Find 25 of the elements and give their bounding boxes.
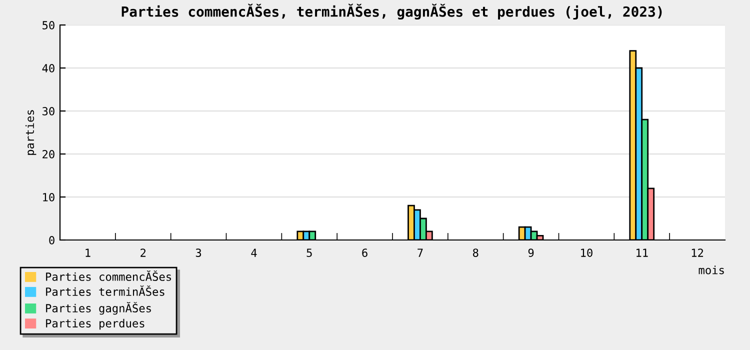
x-tick-label: 10 bbox=[581, 248, 592, 257]
y-tick-label: 20 bbox=[42, 150, 54, 158]
legend-label: Parties gagnĂŠes bbox=[46, 302, 151, 315]
x-tick-label: 2 bbox=[140, 248, 146, 257]
x-tick-label: 6 bbox=[362, 248, 368, 257]
x-tick-label: 12 bbox=[692, 248, 704, 257]
x-tick-label: 9 bbox=[528, 248, 534, 257]
y-tick-label: 0 bbox=[49, 236, 54, 244]
legend-label: Parties commencĂŠes bbox=[46, 270, 171, 281]
x-tick-label: 5 bbox=[306, 248, 312, 257]
y-tick-label: 40 bbox=[42, 64, 54, 72]
chart-title: Parties commencĂŠes, terminĂŠes, gagnĂŠes et perdues (joel, 2023) bbox=[122, 4, 662, 20]
legend-label: Parties terminĂŠes bbox=[46, 285, 164, 296]
y-tick-label: 30 bbox=[42, 107, 54, 116]
x-tick-label: 11 bbox=[636, 248, 648, 257]
x-tick-label: 1 bbox=[86, 248, 90, 257]
y-tick-label: 10 bbox=[43, 193, 54, 202]
x-tick-label: 8 bbox=[472, 248, 478, 257]
y-axis-title: parties bbox=[25, 110, 36, 155]
x-tick-label: 3 bbox=[196, 248, 202, 257]
x-tick-label: 7 bbox=[418, 248, 423, 257]
y-tick-label: 50 bbox=[42, 21, 54, 30]
legend-label: Parties perdues bbox=[46, 318, 144, 330]
x-axis-title: mois bbox=[698, 266, 724, 274]
x-tick-label: 4 bbox=[251, 248, 257, 257]
